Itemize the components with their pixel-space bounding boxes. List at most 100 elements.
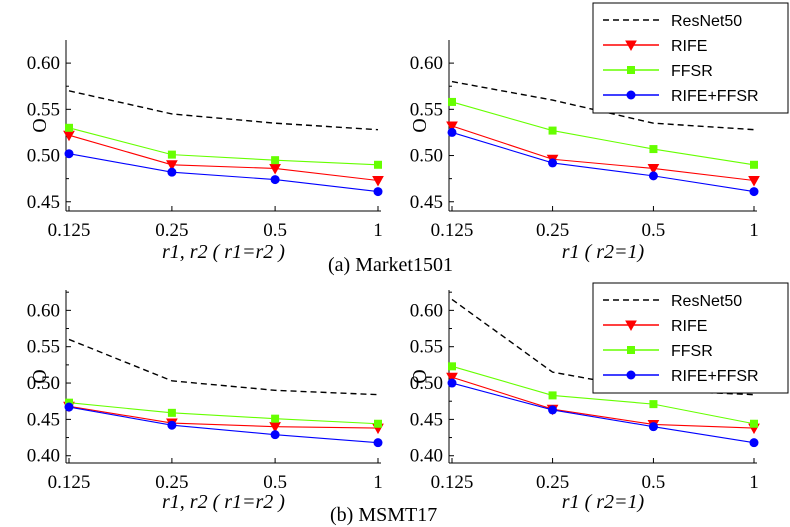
series-line-rife bbox=[68, 134, 379, 182]
x-tick-label: 0.25 bbox=[155, 472, 188, 493]
marker-ffsr-1 bbox=[167, 408, 176, 417]
marker-rife-ffsr-3 bbox=[373, 187, 383, 197]
y-axis-label: O bbox=[29, 369, 51, 383]
series-line-rife bbox=[451, 125, 755, 182]
series-line-rife-ffsr bbox=[68, 406, 379, 444]
legend-label: ResNet50 bbox=[671, 13, 742, 30]
series-line-ffsr bbox=[451, 101, 755, 166]
y-tick-label: 0.45 bbox=[410, 192, 443, 213]
y-tick-label: 0.50 bbox=[27, 146, 60, 167]
series-line-ffsr bbox=[68, 127, 379, 166]
marker-ffsr-3 bbox=[750, 160, 758, 169]
x-tick-label: 0.125 bbox=[48, 220, 91, 241]
y-tick-label: 0.50 bbox=[27, 373, 60, 394]
marker-ffsr-1 bbox=[167, 150, 176, 159]
marker-rife-ffsr-legend0 bbox=[626, 90, 636, 100]
marker-ffsr-1 bbox=[548, 391, 557, 400]
x-tick-label: 1 bbox=[373, 472, 383, 493]
marker-ffsr-2 bbox=[271, 414, 280, 423]
y-tick-label: 0.50 bbox=[410, 373, 443, 394]
x-axis-label: r1 ( r2=1) bbox=[562, 491, 645, 513]
legend-label: FFSR bbox=[671, 343, 713, 360]
x-tick-label: 0.25 bbox=[536, 472, 569, 493]
y-tick-label: 0.55 bbox=[410, 337, 443, 358]
y-tick-label: 0.60 bbox=[410, 53, 443, 74]
marker-rife-3 bbox=[748, 175, 760, 187]
marker-rife-ffsr-2 bbox=[648, 171, 658, 181]
x-axis-label: r1, r2 ( r1=r2 ) bbox=[162, 241, 285, 263]
x-axis-label: r1, r2 ( r1=r2 ) bbox=[162, 491, 285, 513]
series-line-rife-ffsr bbox=[451, 131, 755, 193]
y-tick-label: 0.60 bbox=[27, 53, 60, 74]
series-line-rife-ffsr bbox=[451, 382, 755, 444]
marker-ffsr-1 bbox=[548, 126, 557, 135]
series-line-resnet50 bbox=[68, 338, 379, 396]
marker-rife-2 bbox=[647, 163, 660, 175]
x-tick-label: 0.5 bbox=[263, 472, 287, 493]
marker-rife-1 bbox=[166, 160, 178, 171]
marker-ffsr-0 bbox=[448, 362, 456, 371]
y-tick-label: 0.40 bbox=[410, 446, 443, 467]
x-tick-label: 0.125 bbox=[48, 472, 91, 493]
x-tick-label: 0.125 bbox=[431, 220, 474, 241]
marker-rife-ffsr-2 bbox=[270, 430, 280, 440]
y-tick-label: 0.55 bbox=[27, 99, 60, 120]
legend-label: RIFE bbox=[671, 318, 707, 335]
x-tick-label: 0.5 bbox=[642, 220, 666, 241]
x-tick-label: 0.5 bbox=[263, 220, 287, 241]
y-tick-label: 0.45 bbox=[27, 409, 60, 430]
legend-label: RIFE bbox=[671, 38, 707, 55]
series-line-rife bbox=[68, 405, 379, 429]
caption-market: (a) Market1501 bbox=[328, 254, 453, 276]
legend-label: FFSR bbox=[671, 63, 713, 80]
x-tick-label: 0.125 bbox=[431, 472, 474, 493]
y-tick-label: 0.45 bbox=[410, 409, 443, 430]
x-axis-label: r1 ( r2=1) bbox=[562, 241, 645, 263]
y-tick-label: 0.50 bbox=[410, 146, 443, 167]
marker-rife-ffsr-1 bbox=[548, 158, 558, 168]
y-tick-label: 0.60 bbox=[27, 300, 60, 321]
y-axis-label: O bbox=[29, 118, 51, 132]
legend-label: ResNet50 bbox=[671, 293, 742, 310]
x-tick-label: 0.5 bbox=[642, 472, 666, 493]
marker-rife-ffsr-0 bbox=[64, 149, 74, 159]
marker-rife-3 bbox=[372, 175, 384, 187]
marker-ffsr-2 bbox=[271, 156, 280, 165]
marker-ffsr-3 bbox=[750, 419, 758, 428]
marker-rife-2 bbox=[269, 163, 281, 175]
marker-rife-ffsr-0 bbox=[64, 402, 74, 412]
series-line-rife-ffsr bbox=[68, 153, 379, 193]
marker-ffsr-legend0 bbox=[627, 66, 635, 74]
marker-rife-legend0 bbox=[625, 40, 637, 52]
legend-label: RIFE+FFSR bbox=[671, 368, 759, 385]
x-tick-label: 1 bbox=[749, 472, 759, 493]
caption-msmt: (b) MSMT17 bbox=[330, 504, 437, 526]
marker-rife-legend1 bbox=[625, 320, 637, 332]
marker-rife-ffsr-legend1 bbox=[626, 370, 636, 380]
marker-ffsr-legend1 bbox=[627, 346, 635, 354]
marker-ffsr-3 bbox=[374, 160, 382, 169]
marker-rife-0 bbox=[446, 372, 458, 384]
series-line-ffsr bbox=[68, 402, 379, 425]
marker-rife-ffsr-2 bbox=[270, 175, 280, 185]
y-tick-label: 0.45 bbox=[27, 192, 60, 213]
marker-ffsr-3 bbox=[374, 419, 382, 428]
marker-rife-ffsr-0 bbox=[447, 127, 457, 137]
y-tick-label: 0.55 bbox=[410, 99, 443, 120]
series-line-ffsr bbox=[451, 365, 755, 425]
marker-rife-ffsr-1 bbox=[167, 420, 177, 430]
marker-rife-ffsr-0 bbox=[447, 378, 457, 388]
x-tick-label: 1 bbox=[749, 220, 759, 241]
marker-rife-ffsr-3 bbox=[749, 438, 759, 448]
y-axis-label: O bbox=[409, 118, 431, 132]
legend-label: RIFE+FFSR bbox=[671, 88, 759, 105]
marker-ffsr-0 bbox=[448, 97, 456, 106]
y-tick-label: 0.40 bbox=[27, 446, 60, 467]
marker-rife-ffsr-3 bbox=[373, 438, 383, 448]
marker-ffsr-2 bbox=[649, 400, 658, 409]
x-tick-label: 1 bbox=[373, 220, 383, 241]
y-axis-label: O bbox=[409, 369, 431, 383]
marker-rife-ffsr-3 bbox=[749, 187, 759, 197]
x-tick-label: 0.25 bbox=[155, 220, 188, 241]
